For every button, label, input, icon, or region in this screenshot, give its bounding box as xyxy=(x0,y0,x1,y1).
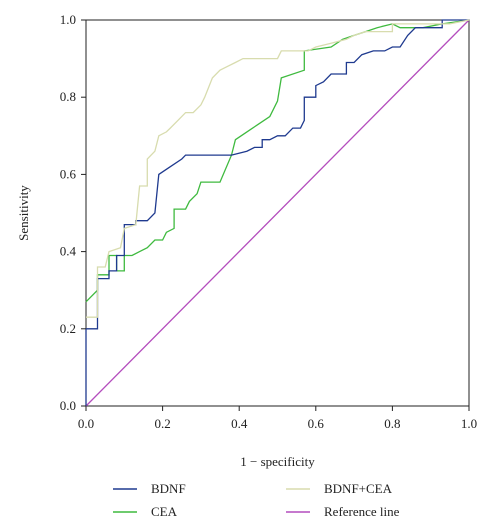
x-tick-label: 0.0 xyxy=(78,416,94,431)
series-line-bdnf xyxy=(85,19,469,406)
x-tick-label: 0.6 xyxy=(308,416,325,431)
y-tick-label: 0.4 xyxy=(60,244,77,259)
legend-label: BDNF xyxy=(151,481,186,496)
x-tick-label: 1.0 xyxy=(461,416,477,431)
series-line-cea xyxy=(85,19,470,303)
legend-label: BDNF+CEA xyxy=(324,481,393,496)
series-line-reference-line xyxy=(85,19,470,407)
series-line-bdnf-cea xyxy=(86,19,470,318)
legend-label: CEA xyxy=(151,504,178,519)
plot-frame xyxy=(85,19,470,407)
axis-ticks: 0.0 0.2 0.4 0.6 0.8 1.0 0.0 0.2 0.4 0.6 0.8 1.0 xyxy=(60,12,477,431)
legend: BDNF BDNF+CEA CEA Reference line xyxy=(113,481,400,519)
x-tick-label: 0.8 xyxy=(384,416,400,431)
series-layer xyxy=(85,19,470,407)
y-tick-label: 0.2 xyxy=(60,321,76,336)
y-tick-label: 0.8 xyxy=(60,89,76,104)
y-axis-title: Sensitivity xyxy=(16,185,31,241)
x-tick-label: 0.4 xyxy=(231,416,248,431)
y-tick-label: 1.0 xyxy=(60,12,76,27)
y-tick-label: 0.0 xyxy=(60,398,76,413)
y-tick-label: 0.6 xyxy=(60,166,77,181)
x-tick-label: 0.2 xyxy=(154,416,170,431)
legend-label: Reference line xyxy=(324,504,400,519)
x-axis-title: 1 − specificity xyxy=(240,454,315,469)
